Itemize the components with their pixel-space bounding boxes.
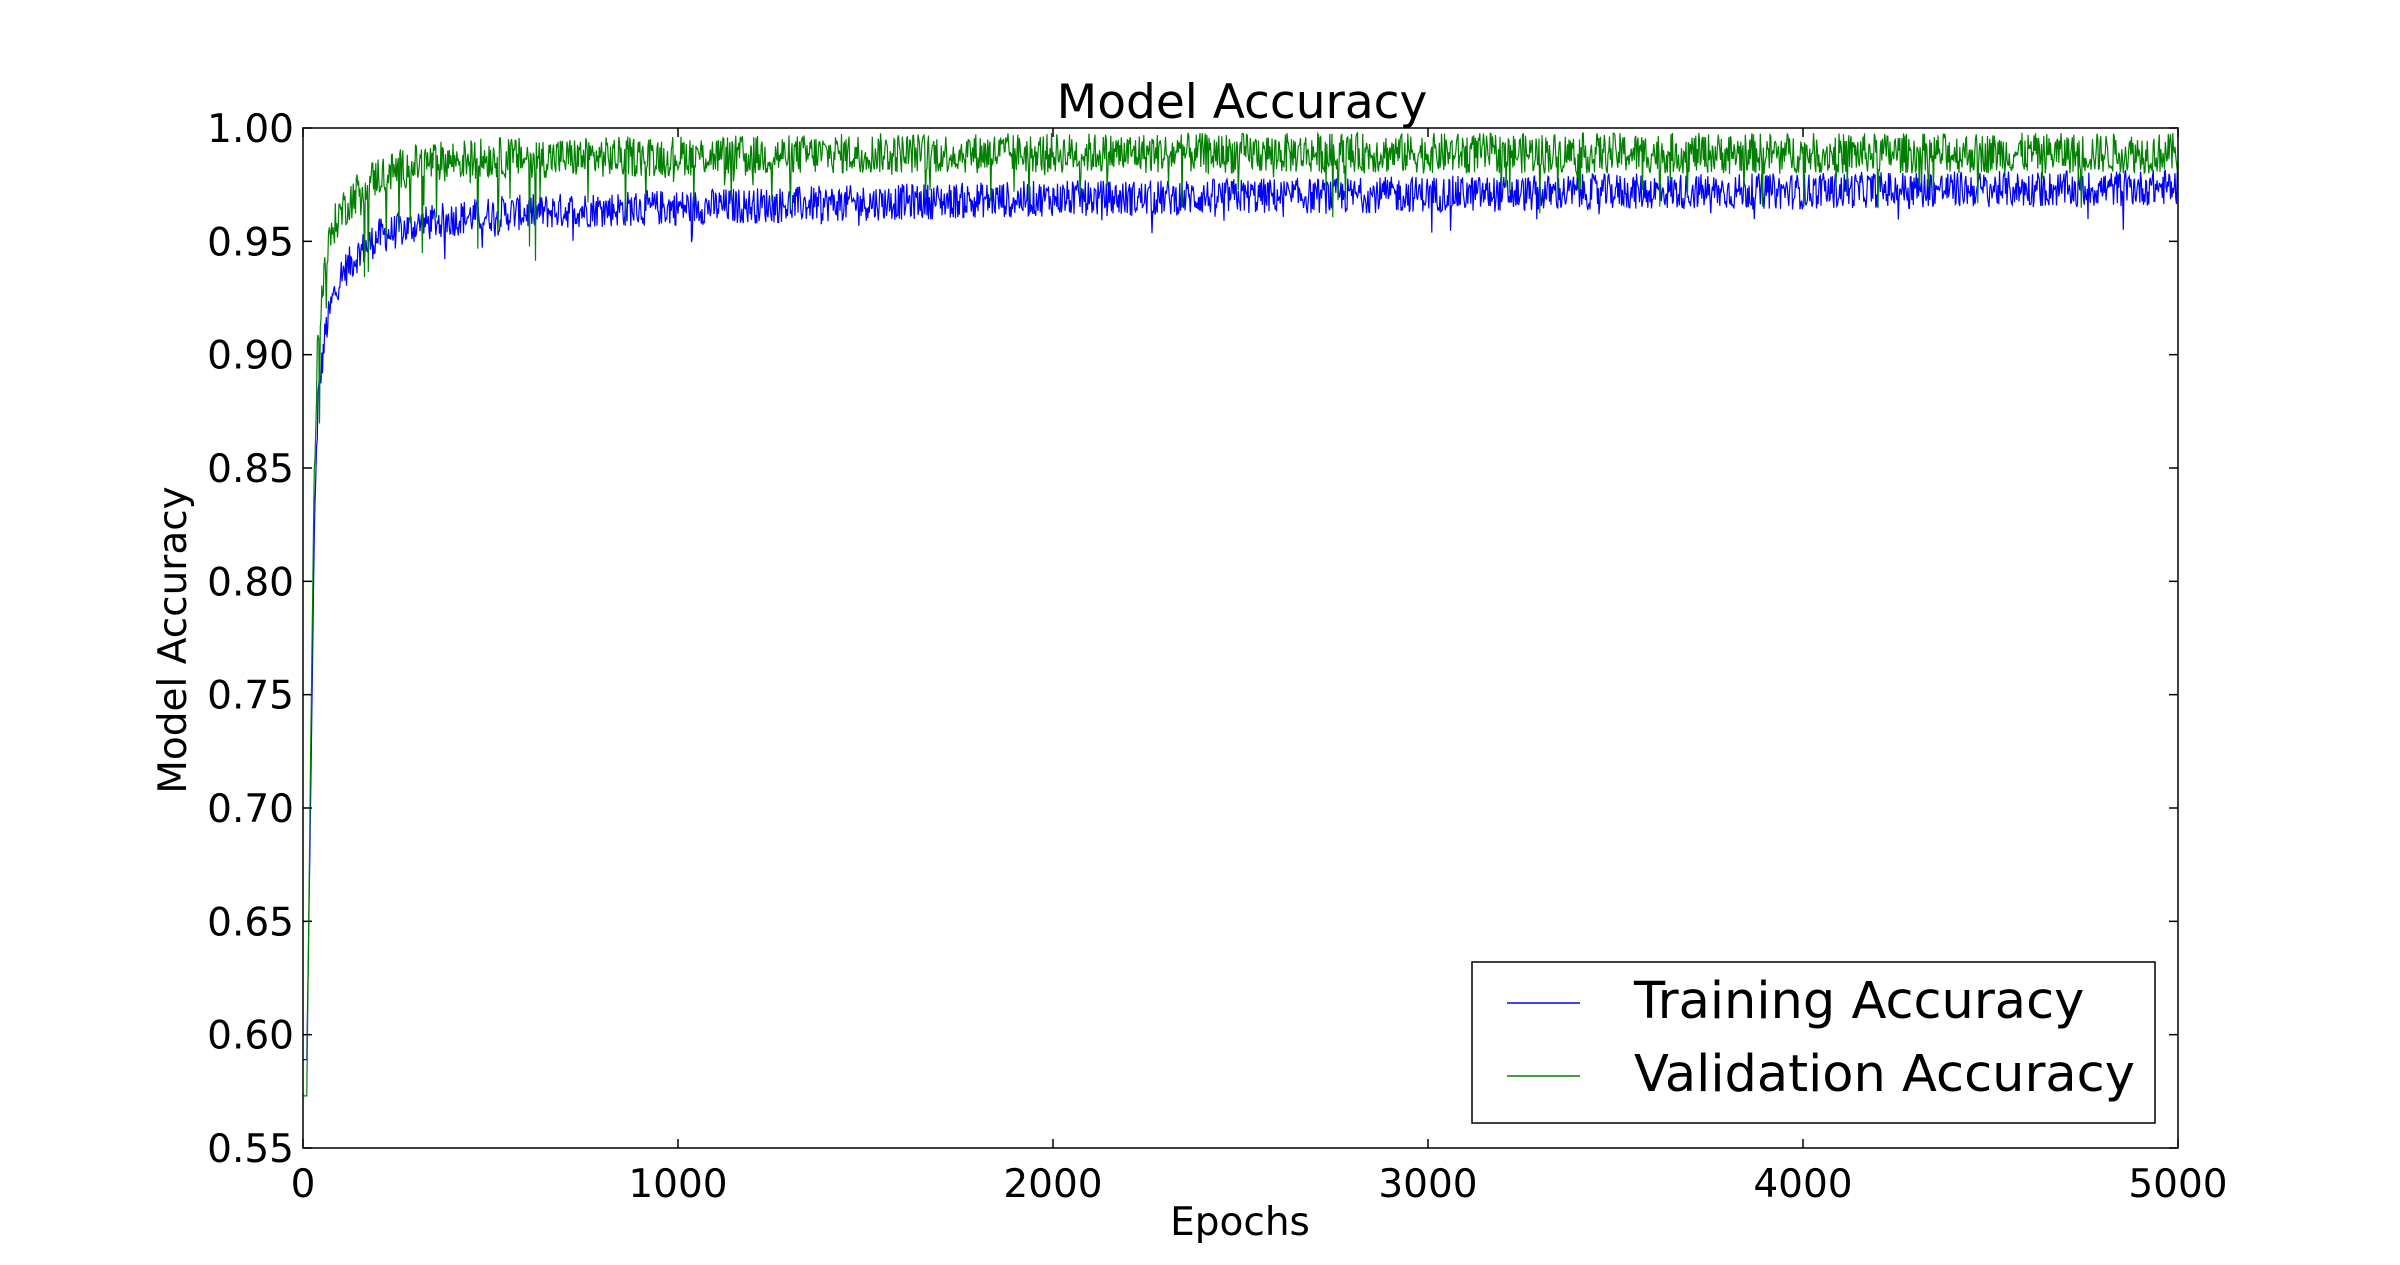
- legend-label-training: Training Accuracy: [1633, 972, 2084, 1031]
- x-tick-label: 3000: [1378, 1162, 1477, 1207]
- y-tick-label: 0.85: [207, 447, 294, 492]
- chart-title: Model Accuracy: [1057, 75, 1428, 130]
- y-tick-label: 1.00: [207, 107, 294, 152]
- y-tick-label: 0.80: [207, 560, 294, 605]
- y-axis-title: Model Accuracy: [151, 486, 196, 794]
- legend-frame: [1471, 961, 2156, 1124]
- y-tick-label: 0.70: [207, 787, 294, 832]
- x-tick-label: 5000: [2128, 1162, 2227, 1207]
- y-tick-label: 0.95: [207, 220, 294, 265]
- y-tick-label: 0.65: [207, 900, 294, 945]
- x-tick-label: 1000: [628, 1162, 727, 1207]
- x-tick-label: 0: [291, 1162, 316, 1207]
- x-axis-title: Epochs: [1170, 1200, 1310, 1245]
- legend: Training Accuracy Validation Accuracy: [1471, 961, 2156, 1124]
- y-tick-label: 0.90: [207, 334, 294, 379]
- y-tick-label: 0.55: [207, 1127, 294, 1172]
- plot-frame: [302, 127, 2179, 1149]
- x-tick-label: 2000: [1003, 1162, 1102, 1207]
- legend-label-validation: Validation Accuracy: [1634, 1045, 2135, 1104]
- training-accuracy-line: [303, 169, 2179, 1061]
- validation-accuracy-line: [303, 131, 2179, 1097]
- y-tick-label: 0.60: [207, 1014, 294, 1059]
- ticks-layer: 0 1000 2000 3000 4000 5000 0.55 0.60 0.65 0.70 0.7…: [207, 107, 2227, 1207]
- y-tick-label: 0.75: [207, 674, 294, 719]
- series-layer: [303, 131, 2179, 1097]
- x-tick-label: 4000: [1753, 1162, 1852, 1207]
